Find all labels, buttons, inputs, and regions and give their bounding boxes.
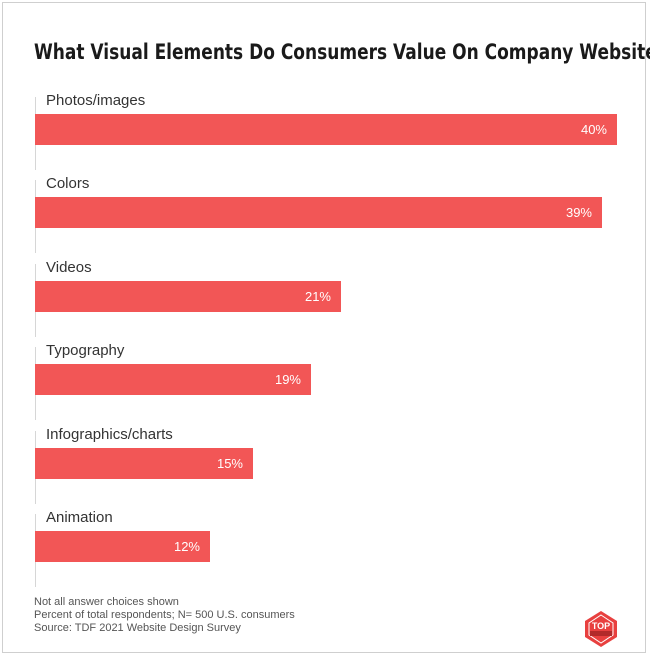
bar-value-label: 40% [580,122,607,137]
bar: 19% [35,364,311,396]
footnote-answer-choices: Not all answer choices shown [34,596,179,608]
bar-value-label: 19% [274,372,301,388]
bar-value-label: 15% [216,455,243,471]
bar: 21% [35,280,341,312]
chart-title: What Visual Elements Do Consumers Value … [34,40,650,64]
bar-value-label: 12% [173,539,200,554]
category-label: Typography [46,342,125,360]
logo-text: TOP [592,621,610,631]
bar: 39% [35,197,602,229]
footnote-source: Source: TDF 2021 Website Design Survey [34,622,241,634]
top-design-firms-badge-icon: TOP [585,611,617,647]
bar: 40% [35,114,617,145]
bar-value-label: 39% [565,205,592,221]
bar-value-label: 21% [304,288,331,304]
category-label: Photos/images [46,92,146,109]
category-label: Colors [46,175,90,193]
footnotes: Not all answer choices shown Percent of … [34,596,295,635]
category-label: Animation [46,509,113,526]
bar: 15% [35,447,253,479]
category-label: Infographics/charts [46,425,173,443]
footnote-respondents: Percent of total respondents; N= 500 U.S… [34,609,295,621]
category-label: Videos [46,258,92,276]
bar: 12% [35,531,210,562]
